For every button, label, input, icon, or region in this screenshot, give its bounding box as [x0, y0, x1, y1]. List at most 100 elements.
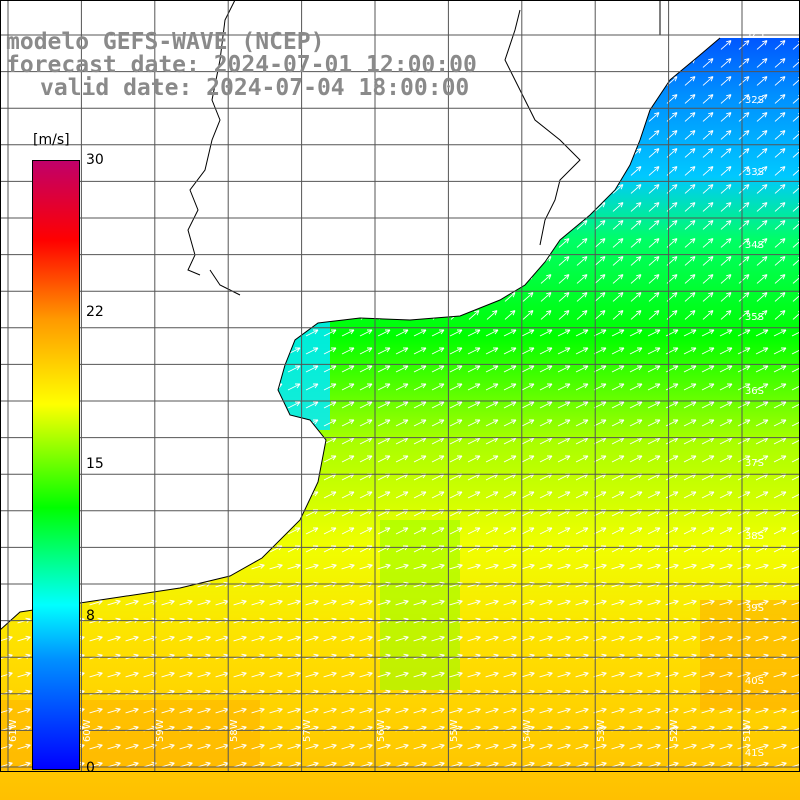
wind-arrow	[522, 76, 534, 86]
wind-arrow	[162, 220, 174, 230]
wind-arrow	[485, 383, 499, 391]
wind-arrow	[648, 274, 660, 284]
wind-arrow	[252, 166, 264, 176]
wind-arrow	[179, 527, 193, 535]
wind-arrow	[792, 40, 800, 50]
wind-arrow	[414, 40, 426, 50]
wind-arrow	[324, 40, 336, 50]
wind-arrow	[738, 274, 750, 284]
wind-arrow	[648, 130, 660, 140]
wind-arrow	[234, 202, 246, 212]
wind-arrow	[107, 437, 121, 445]
wind-arrow	[738, 148, 750, 158]
wind-arrow	[467, 329, 481, 337]
wind-arrow	[414, 130, 426, 140]
wind-arrow	[179, 743, 193, 750]
wind-arrow	[648, 184, 660, 194]
wind-arrow	[720, 76, 732, 86]
wind-arrow	[773, 455, 787, 463]
wind-arrow	[125, 347, 139, 355]
wind-arrow	[305, 599, 319, 606]
wind-arrow	[323, 743, 337, 750]
wind-arrow	[593, 383, 607, 391]
wind-arrow	[360, 148, 372, 158]
wind-arrow	[306, 274, 318, 284]
wind-arrow	[792, 220, 800, 230]
wind-arrow	[648, 256, 660, 266]
wind-arrow	[143, 419, 157, 427]
wind-arrow	[503, 329, 517, 337]
wind-arrow	[306, 256, 318, 266]
wind-arrow	[522, 202, 534, 212]
wind-arrow	[738, 238, 750, 248]
wind-arrow	[414, 220, 426, 230]
wind-arrow	[773, 347, 787, 355]
wind-arrow	[755, 671, 769, 678]
wind-arrow	[774, 94, 786, 104]
wind-arrow	[287, 419, 301, 427]
wind-arrow	[774, 130, 786, 140]
wind-arrow	[611, 491, 625, 499]
wind-arrow	[738, 292, 750, 302]
wind-arrow	[576, 130, 588, 140]
wind-arrow	[611, 329, 625, 337]
wind-arrow	[252, 292, 264, 302]
wind-arrow	[216, 220, 228, 230]
wind-arrow	[287, 401, 301, 409]
wind-arrow	[360, 256, 372, 266]
wind-arrow	[18, 112, 30, 122]
wind-arrow	[197, 347, 211, 355]
wind-arrow	[737, 707, 751, 714]
wind-arrow	[270, 184, 282, 194]
wind-arrow	[791, 707, 800, 714]
wind-arrow	[17, 581, 31, 588]
wind-arrow	[180, 310, 192, 320]
wind-arrow	[197, 401, 211, 409]
wind-arrow	[594, 310, 606, 320]
wind-arrow	[756, 256, 768, 266]
wind-arrow	[503, 419, 517, 427]
wind-arrow	[683, 743, 697, 750]
wind-arrow	[216, 130, 228, 140]
wind-arrow	[792, 274, 800, 284]
wind-arrow	[792, 58, 800, 68]
wind-arrow	[701, 383, 715, 391]
wind-arrow	[234, 184, 246, 194]
wind-arrow	[702, 238, 714, 248]
wind-arrow	[774, 112, 786, 122]
wind-arrow	[575, 455, 589, 463]
wind-arrow	[251, 761, 265, 768]
wind-arrow	[503, 761, 517, 768]
wind-arrow	[126, 166, 138, 176]
wind-arrow	[251, 365, 265, 373]
lon-label-56w: 56W	[376, 719, 387, 742]
wind-arrow	[774, 292, 786, 302]
wind-arrow	[431, 599, 445, 606]
wind-arrow	[288, 112, 300, 122]
wind-arrow	[432, 130, 444, 140]
lon-label-58w: 58W	[229, 719, 240, 742]
wind-arrow	[90, 292, 102, 302]
wind-arrow	[198, 310, 210, 320]
wind-arrow	[503, 635, 517, 642]
wind-arrow	[0, 563, 13, 570]
wind-arrow	[0, 491, 13, 499]
wind-arrow	[360, 40, 372, 50]
wind-arrow	[305, 707, 319, 714]
wind-arrow	[792, 130, 800, 140]
wind-arrow	[755, 329, 769, 337]
wind-arrow	[342, 148, 354, 158]
wind-arrow	[485, 401, 499, 409]
wind-arrow	[774, 58, 786, 68]
wind-arrow	[126, 148, 138, 158]
wind-arrow	[360, 166, 372, 176]
wind-arrow	[395, 761, 409, 768]
wind-arrow	[557, 743, 571, 750]
wind-arrow	[540, 220, 552, 230]
wind-arrow	[323, 347, 337, 355]
wind-arrow	[539, 401, 553, 409]
wind-arrow	[251, 671, 265, 678]
lat-label-41s: 41S	[744, 748, 764, 759]
wind-arrow	[773, 419, 787, 427]
wind-arrow	[179, 329, 193, 337]
